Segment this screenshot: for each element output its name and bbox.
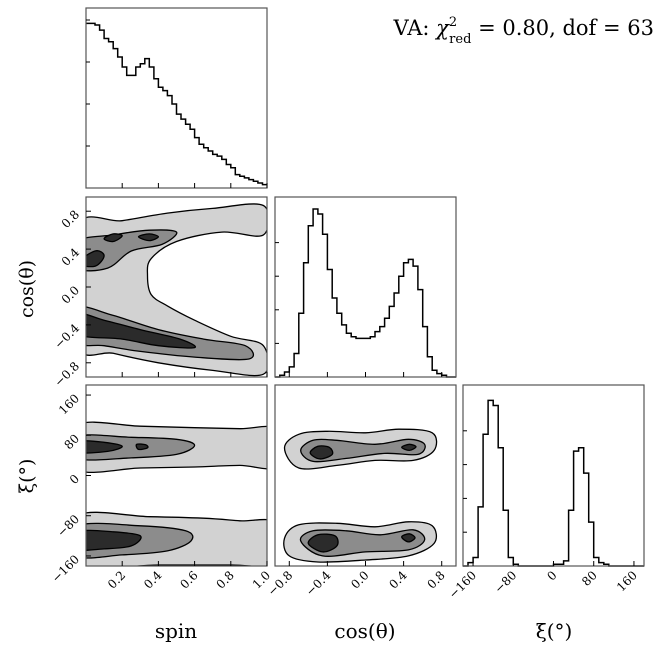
contour-spin-xi-inner-top-2 (135, 443, 149, 451)
panel-costheta-xi (283, 428, 438, 563)
x-tick-label-xi-1: −80 (492, 568, 520, 596)
y-tick-label-xi-4: 160 (56, 391, 82, 417)
x-tick-label-cos_theta-3: 0.4 (386, 568, 410, 592)
y-tick-label-cos_theta-3: 0.4 (59, 245, 83, 269)
x-axis-label-spin: spin (155, 619, 197, 643)
panel-frames (85, 7, 645, 567)
contour-costheta-xi-inner-bottom (307, 533, 339, 553)
x-tick-label-cos_theta-1: −0.4 (303, 568, 334, 599)
x-tick-label-spin-3: 0.8 (214, 568, 237, 591)
y-axis-label-xi: ξ(°) (16, 459, 38, 494)
x-tick-label-spin-1: 0.4 (141, 568, 165, 592)
x-tick-label-spin-2: 0.6 (177, 568, 200, 591)
x-tick-label-cos_theta-0: −0.8 (265, 568, 296, 599)
panel-frame-1-1 (274, 196, 457, 378)
x-tick-label-xi-4: 160 (614, 568, 640, 594)
contour-spin-costheta-inner-c (137, 233, 160, 242)
contour-spin-costheta-inner-a (86, 250, 105, 268)
x-tick-label-cos_theta-4: 0.8 (424, 568, 447, 591)
panel-spin-costheta (86, 203, 267, 377)
contour-spin-costheta-inner-d (86, 313, 197, 349)
histogram-spin (86, 22, 267, 186)
x-tick-label-spin-0: 0.2 (105, 568, 128, 591)
contour-costheta-xi-mid-top (300, 438, 426, 463)
x-axis-label-xi: ξ(°) (536, 619, 573, 643)
y-tick-label-xi-2: 0 (67, 472, 82, 487)
contour-spin-costheta-mid-bottom (86, 306, 255, 361)
contour-costheta-xi-inner-top (309, 445, 334, 460)
contour-spin-xi-inner-bottom (86, 529, 142, 551)
y-tick-label-xi-0: −160 (49, 552, 82, 585)
y-tick-label-cos_theta-2: 0.0 (59, 283, 82, 306)
y-tick-label-xi-1: −80 (54, 512, 82, 540)
contour-layer (86, 203, 438, 566)
contour-costheta-xi-inner-top-2 (401, 443, 417, 452)
y-axis-label-cos-theta: cos(θ) (16, 260, 38, 318)
histogram-xi (463, 399, 644, 567)
panel-frame-2-2 (462, 384, 645, 567)
histogram-cos_theta (275, 208, 456, 378)
y-tick-label-cos_theta-4: 0.8 (59, 207, 82, 230)
x-tick-label-xi-3: 80 (579, 568, 600, 589)
y-tick-label-cos_theta-1: −0.4 (52, 321, 83, 352)
x-tick-label-cos_theta-2: 0.0 (348, 568, 371, 591)
panel-spin-xi (86, 421, 267, 566)
histogram-layer (86, 22, 644, 567)
x-tick-label-xi-2: 0 (544, 568, 559, 583)
contour-spin-costheta-inner-b (103, 233, 123, 243)
panel-frame-0-0 (85, 7, 268, 189)
chart-title: VA: χ2 red = 0.80, dof = 63 (393, 15, 655, 47)
x-tick-label-xi-0: −160 (446, 568, 479, 601)
y-tick-label-xi-3: 80 (61, 431, 82, 452)
y-tick-label-cos_theta-0: −0.8 (52, 359, 83, 390)
contour-costheta-xi-inner-bottom-2 (401, 533, 416, 543)
x-axis-label-cos-theta: cos(θ) (334, 619, 395, 643)
contour-spin-xi-inner-top (86, 440, 123, 454)
